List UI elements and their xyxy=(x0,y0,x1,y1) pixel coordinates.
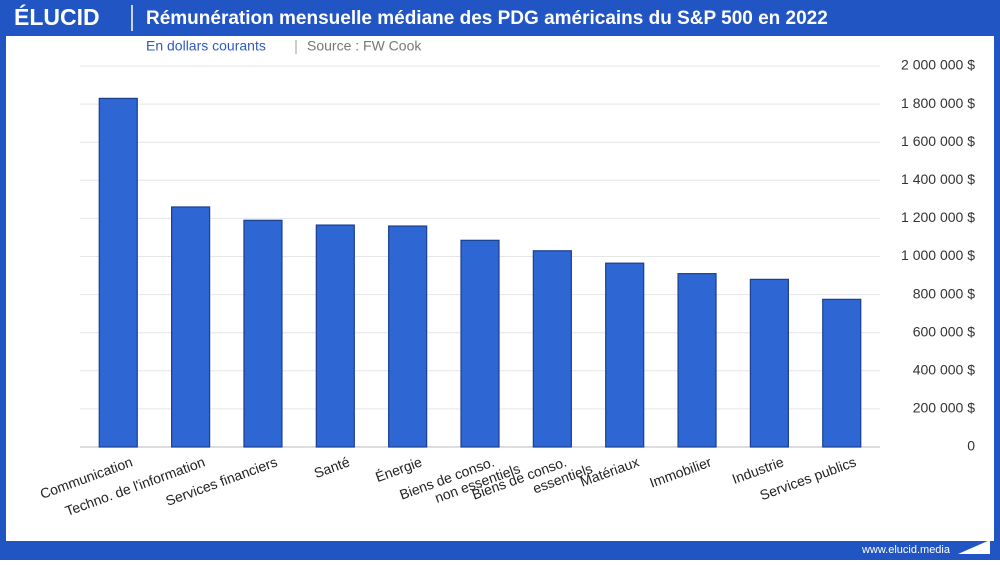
bar xyxy=(532,250,572,448)
bar xyxy=(98,97,138,448)
canvas xyxy=(6,36,994,541)
y-tick-label: 1 200 000 $ xyxy=(901,209,975,225)
footer-logo xyxy=(958,540,990,554)
bar xyxy=(243,219,283,448)
subtitle: En dollars courants xyxy=(146,38,266,54)
footer-url: www.elucid.media xyxy=(861,544,951,556)
bar xyxy=(315,224,355,448)
y-tick-label: 400 000 $ xyxy=(913,362,975,378)
bar xyxy=(388,225,428,448)
bar xyxy=(171,206,211,448)
bar xyxy=(605,262,645,448)
y-tick-label: 1 600 000 $ xyxy=(901,133,975,149)
y-tick-label: 2 000 000 $ xyxy=(901,57,975,73)
bar xyxy=(460,239,500,448)
bar xyxy=(749,278,789,448)
bar xyxy=(822,298,862,448)
source: Source : FW Cook xyxy=(307,38,422,54)
y-tick-label: 800 000 $ xyxy=(913,285,975,301)
y-tick-label: 1 000 000 $ xyxy=(901,247,975,263)
chart-title: Rémunération mensuelle médiane des PDG a… xyxy=(146,8,828,29)
y-tick-label: 1 800 000 $ xyxy=(901,95,975,111)
y-tick-label: 1 400 000 $ xyxy=(901,171,975,187)
y-tick-label: 200 000 $ xyxy=(913,400,975,416)
y-tick-label: 0 xyxy=(967,438,975,454)
bar xyxy=(677,273,717,448)
logo: ÉLUCID xyxy=(14,3,100,30)
y-tick-label: 600 000 $ xyxy=(913,323,975,339)
